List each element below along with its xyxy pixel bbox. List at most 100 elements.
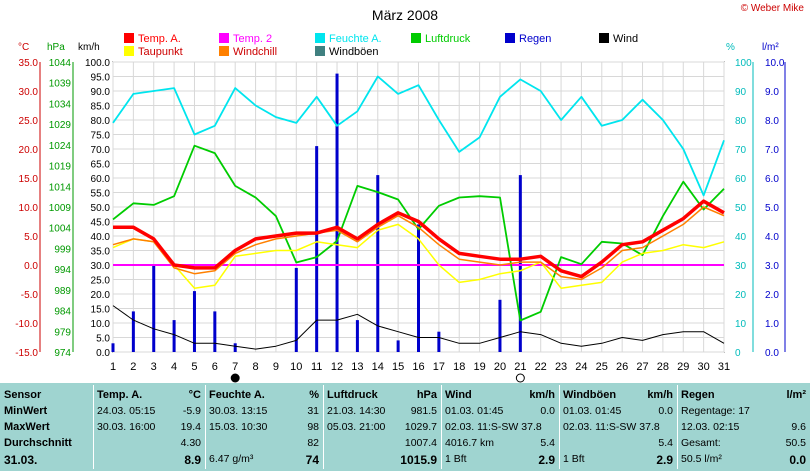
gust-stat-title: Windböen xyxy=(563,389,617,401)
day-tick-26: 26 xyxy=(616,361,628,373)
wind-tick-4: 80.0 xyxy=(91,116,111,127)
durchschnitt-label: Durchschnitt xyxy=(4,437,72,449)
rain-bar-day-2 xyxy=(131,311,135,352)
temp-tick-0: 35.0 xyxy=(19,58,39,69)
humidity-unit: % xyxy=(726,42,735,53)
gust-max-info: 02.03. 11:S-SW 37.8 xyxy=(563,421,660,433)
rain-tick-7: 3.0 xyxy=(765,261,779,272)
wind-avg: 5.4 xyxy=(540,437,555,449)
rain-tick-2: 8.0 xyxy=(765,116,779,127)
humidity-tick-9: 10 xyxy=(735,319,747,330)
legend2-swatch-1 xyxy=(219,46,229,56)
wind-tick-15: 25.0 xyxy=(91,276,111,287)
day-tick-6: 6 xyxy=(212,361,218,373)
rain-tick-0: 10.0 xyxy=(765,58,785,69)
pressure-tick-13: 979 xyxy=(54,327,71,338)
rain-days: Regentage: 17 xyxy=(681,405,750,417)
rain-bar-day-6 xyxy=(213,311,217,352)
wind-tick-11: 45.0 xyxy=(91,218,111,229)
pressure-tick-10: 994 xyxy=(54,265,71,276)
hum-absolute: 6.47 g/m³ xyxy=(209,453,254,465)
legend-label-3: Luftdruck xyxy=(425,33,471,45)
temp-max-time: 30.03. 16:00 xyxy=(97,421,156,433)
temp-max: 19.4 xyxy=(180,421,201,433)
wind-tick-3: 85.0 xyxy=(91,102,111,113)
legend2-label-1: Windchill xyxy=(233,46,277,58)
day-tick-23: 23 xyxy=(555,361,567,373)
legend2-label-0: Taupunkt xyxy=(138,46,183,58)
wind-stat-unit: km/h xyxy=(529,389,555,401)
legend-label-0: Temp. A. xyxy=(138,33,181,45)
pressure-tick-12: 984 xyxy=(54,307,71,318)
hum-max: 98 xyxy=(307,421,319,433)
pressure-tick-4: 1024 xyxy=(49,141,72,152)
temp-stat-unit: °C xyxy=(188,389,201,401)
temp-tick-5: 10.0 xyxy=(19,203,39,214)
humidity-tick-2: 80 xyxy=(735,116,747,127)
statistics-panel: Sensor MinWert MaxWert Durchschnitt 31.0… xyxy=(0,383,810,471)
legend-label-5: Wind xyxy=(613,33,638,45)
series-line-windchill xyxy=(112,206,725,281)
wind-tick-8: 60.0 xyxy=(91,174,111,185)
rain-bar-day-11 xyxy=(315,146,319,352)
rain-tick-6: 4.0 xyxy=(765,232,779,243)
legend-label-2: Feuchte A. xyxy=(329,33,382,45)
hum-min-time: 30.03. 13:15 xyxy=(209,405,268,417)
temp-min-time: 24.03. 05:15 xyxy=(97,405,156,417)
humidity-tick-5: 50 xyxy=(735,203,747,214)
press-min: 981.5 xyxy=(410,405,437,417)
rain-unit: l/m² xyxy=(762,42,779,53)
rain-current-label: 50.5 l/m² xyxy=(681,453,722,465)
pressure-tick-6: 1014 xyxy=(49,182,72,193)
legend2-label-2: Windböen xyxy=(329,46,379,58)
day-tick-28: 28 xyxy=(657,361,669,373)
press-stat-unit: hPa xyxy=(416,389,437,401)
stats-pressure: Luftdruck hPa 21.03. 14:30 981.5 05.03. 21… xyxy=(323,383,441,471)
series-line-feuchte-a- xyxy=(112,75,725,197)
rain-bar-day-5 xyxy=(192,291,196,352)
rain-tick-3: 7.0 xyxy=(765,145,779,156)
chart-title: März 2008 xyxy=(372,7,438,23)
rain-bar-day-13 xyxy=(355,320,359,352)
press-stat-title: Luftdruck xyxy=(327,389,378,401)
day-tick-8: 8 xyxy=(253,361,259,373)
pressure-tick-3: 1029 xyxy=(49,120,72,131)
gust-bft: 1 Bft xyxy=(563,453,585,465)
wind-tick-18: 10.0 xyxy=(91,319,111,330)
pressure-tick-8: 1004 xyxy=(49,224,72,235)
day-tick-19: 19 xyxy=(473,361,485,373)
series-line-taupunkt xyxy=(112,223,725,289)
legend-swatch-0 xyxy=(124,33,134,43)
series-line-temp-a- xyxy=(113,199,725,279)
day-tick-12: 12 xyxy=(331,361,343,373)
wind-tick-9: 55.0 xyxy=(91,189,111,200)
pressure-tick-7: 1009 xyxy=(49,203,72,214)
humidity-tick-8: 20 xyxy=(735,290,747,301)
wind-distance: 4016.7 km xyxy=(445,437,495,449)
temp-tick-4: 15.0 xyxy=(19,174,39,185)
weather-chart: März 2008 Temp. A. Temp. 2 Feuchte A. Luftdr… xyxy=(15,7,786,383)
stats-humidity: Feuchte A.% 30.03. 13:15 31 15.03. 10:30 9… xyxy=(205,383,323,471)
press-current: 1015.9 xyxy=(400,453,437,467)
wind-tick-19: 5.0 xyxy=(96,334,110,345)
humidity-tick-7: 30 xyxy=(735,261,747,272)
current-date: 31.03. xyxy=(4,453,38,467)
wind-min-time: 01.03. 01:45 xyxy=(445,405,504,417)
humidity-tick-0: 100 xyxy=(735,58,752,69)
wind-tick-12: 40.0 xyxy=(91,232,111,243)
rain-bar-day-21 xyxy=(518,175,522,352)
gust-min-time: 01.03. 01:45 xyxy=(563,405,622,417)
hum-stat-title: Feuchte A. xyxy=(209,389,265,401)
legend2-swatch-2 xyxy=(315,46,325,56)
maxwert-label: MaxWert xyxy=(4,421,50,433)
day-tick-14: 14 xyxy=(372,361,384,373)
stats-gust: Windböen km/h 01.03. 01:45 0.0 02.03. 11:S… xyxy=(559,383,677,471)
legend-swatch-5 xyxy=(599,33,609,43)
wind-tick-2: 90.0 xyxy=(91,87,111,98)
rain-bar-day-3 xyxy=(152,265,156,352)
press-max: 1029.7 xyxy=(404,421,437,433)
day-tick-20: 20 xyxy=(494,361,506,373)
press-avg: 1007.4 xyxy=(404,437,437,449)
wind-tick-7: 65.0 xyxy=(91,160,111,171)
hum-current: 74 xyxy=(305,453,319,467)
